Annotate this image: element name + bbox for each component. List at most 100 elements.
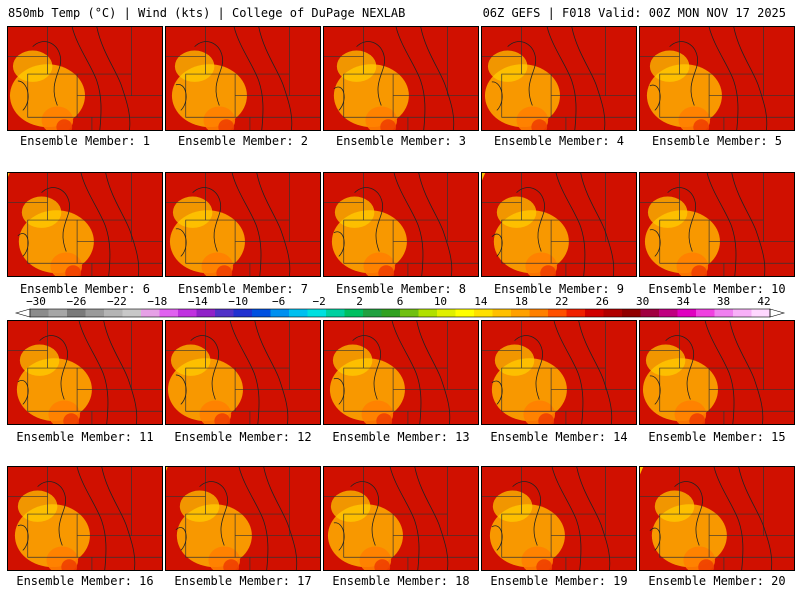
colorbar-swatch bbox=[141, 309, 160, 317]
header-valid-time: 06Z GEFS | F018 Valid: 00Z MON NOV 17 20… bbox=[482, 6, 786, 20]
temperature-map bbox=[8, 173, 162, 276]
temperature-colorbar: −30 −26 −22 −18 −14 −10 −6 −2 2 6 10 14 18 22 26 30 34 38… bbox=[0, 296, 800, 322]
colorbar-swatch bbox=[640, 309, 660, 317]
ensemble-panel-1 bbox=[7, 26, 163, 131]
ensemble-panel-7 bbox=[165, 172, 321, 277]
colorbar-swatch bbox=[696, 309, 715, 317]
panel-label: Ensemble Member: 18 bbox=[332, 574, 470, 588]
colorbar-tick-label: 2 bbox=[356, 295, 363, 308]
warm-core bbox=[651, 490, 727, 570]
colorbar-swatch bbox=[511, 309, 530, 317]
colorbar-tick-label: 34 bbox=[676, 295, 690, 308]
colorbar-tick-label: 6 bbox=[396, 295, 404, 308]
boundary-lines bbox=[482, 321, 636, 424]
temperature-map bbox=[482, 321, 636, 424]
colorbar-tick-label: 18 bbox=[514, 295, 528, 308]
temperature-bands bbox=[8, 467, 162, 570]
temperature-map bbox=[8, 27, 162, 130]
colorbar-swatch bbox=[733, 309, 752, 317]
colorbar-tick-label: 42 bbox=[757, 295, 771, 308]
warm-core bbox=[327, 490, 403, 570]
colorbar-swatch bbox=[196, 309, 216, 317]
colorbar-swatch bbox=[233, 309, 253, 317]
colorbar-swatch bbox=[252, 309, 271, 317]
panel-label: Ensemble Member: 1 bbox=[19, 134, 151, 148]
isotherm-contours bbox=[491, 27, 606, 130]
colorbar-swatch bbox=[622, 309, 641, 317]
isotherm-contours bbox=[649, 321, 764, 424]
colorbar-swatch bbox=[159, 309, 179, 317]
panel-label: Ensemble Member: 9 bbox=[493, 282, 625, 296]
temperature-map bbox=[166, 321, 320, 424]
colorbar-bar bbox=[14, 308, 786, 318]
panel-label: Ensemble Member: 19 bbox=[490, 574, 628, 588]
colorbar-tick-label: 22 bbox=[555, 295, 569, 308]
boundary-lines bbox=[166, 467, 320, 570]
colorbar-swatch bbox=[67, 309, 86, 317]
colorbar-swatch bbox=[122, 309, 142, 317]
panel-label: Ensemble Member: 14 bbox=[490, 430, 628, 444]
colorbar-outline bbox=[29, 308, 771, 318]
temperature-map bbox=[640, 467, 794, 570]
ensemble-panel-9 bbox=[481, 172, 637, 277]
warm-core bbox=[171, 50, 247, 130]
colorbar-swatch bbox=[289, 309, 308, 317]
panel-label: Ensemble Member: 4 bbox=[493, 134, 625, 148]
colorbar-swatch bbox=[178, 309, 197, 317]
colorbar-swatch bbox=[307, 309, 327, 317]
isotherm-contours bbox=[491, 321, 613, 424]
panel-label: Ensemble Member: 17 bbox=[174, 574, 312, 588]
ensemble-panel-17 bbox=[165, 466, 321, 571]
temperature-map bbox=[324, 467, 478, 570]
warm-core bbox=[329, 344, 405, 424]
panel-label: Ensemble Member: 11 bbox=[16, 430, 154, 444]
colorbar-tick-label: 14 bbox=[474, 295, 488, 308]
colorbar-swatch bbox=[529, 309, 549, 317]
colorbar-right-arrow bbox=[769, 308, 786, 318]
ensemble-panel-12 bbox=[165, 320, 321, 425]
panel-label: Ensemble Member: 20 bbox=[648, 574, 786, 588]
boundary-lines bbox=[8, 467, 162, 570]
colorbar-swatch bbox=[659, 309, 678, 317]
colorbar-swatch bbox=[344, 309, 364, 317]
ensemble-panel-5 bbox=[639, 26, 795, 131]
isotherm-contours bbox=[17, 27, 131, 130]
boundary-lines bbox=[324, 173, 478, 276]
colorbar-tick-label: −6 bbox=[272, 295, 286, 308]
ensemble-panel-10 bbox=[639, 172, 795, 277]
isotherm-contours bbox=[649, 173, 766, 276]
warm-core bbox=[9, 50, 86, 130]
boundary-lines bbox=[640, 467, 794, 570]
isotherm-contours bbox=[17, 321, 138, 424]
colorbar-swatch bbox=[566, 309, 586, 317]
header-title: 850mb Temp (°C) | Wind (kts) | College o… bbox=[8, 6, 406, 20]
ensemble-panel-13 bbox=[323, 320, 479, 425]
warm-core bbox=[484, 50, 560, 130]
temperature-map bbox=[640, 173, 794, 276]
panel-label: Ensemble Member: 16 bbox=[16, 574, 154, 588]
colorbar-swatch bbox=[548, 309, 567, 317]
temperature-map bbox=[482, 173, 636, 276]
temperature-map bbox=[166, 27, 320, 130]
ensemble-panel-14 bbox=[481, 320, 637, 425]
ensemble-panel-2 bbox=[165, 26, 321, 131]
boundary-lines bbox=[8, 321, 162, 424]
colorbar-swatch bbox=[381, 309, 401, 317]
temperature-bands bbox=[324, 467, 478, 570]
boundary-lines bbox=[640, 27, 794, 130]
colorbar-swatch bbox=[418, 309, 438, 317]
colorbar-left-arrow bbox=[14, 308, 31, 318]
boundary-lines bbox=[166, 27, 320, 130]
colorbar-swatch bbox=[474, 309, 493, 317]
temperature-map bbox=[166, 467, 320, 570]
isotherm-contours bbox=[333, 27, 455, 130]
colorbar-tick-label: 30 bbox=[636, 295, 650, 308]
isotherm-contours bbox=[649, 27, 768, 130]
ensemble-panel-3 bbox=[323, 26, 479, 131]
ensemble-panel-16 bbox=[7, 466, 163, 571]
panel-label: Ensemble Member: 12 bbox=[174, 430, 312, 444]
colorbar-swatch bbox=[751, 309, 771, 317]
temperature-map bbox=[324, 321, 478, 424]
colorbar-swatch bbox=[326, 309, 345, 317]
temperature-map bbox=[166, 173, 320, 276]
